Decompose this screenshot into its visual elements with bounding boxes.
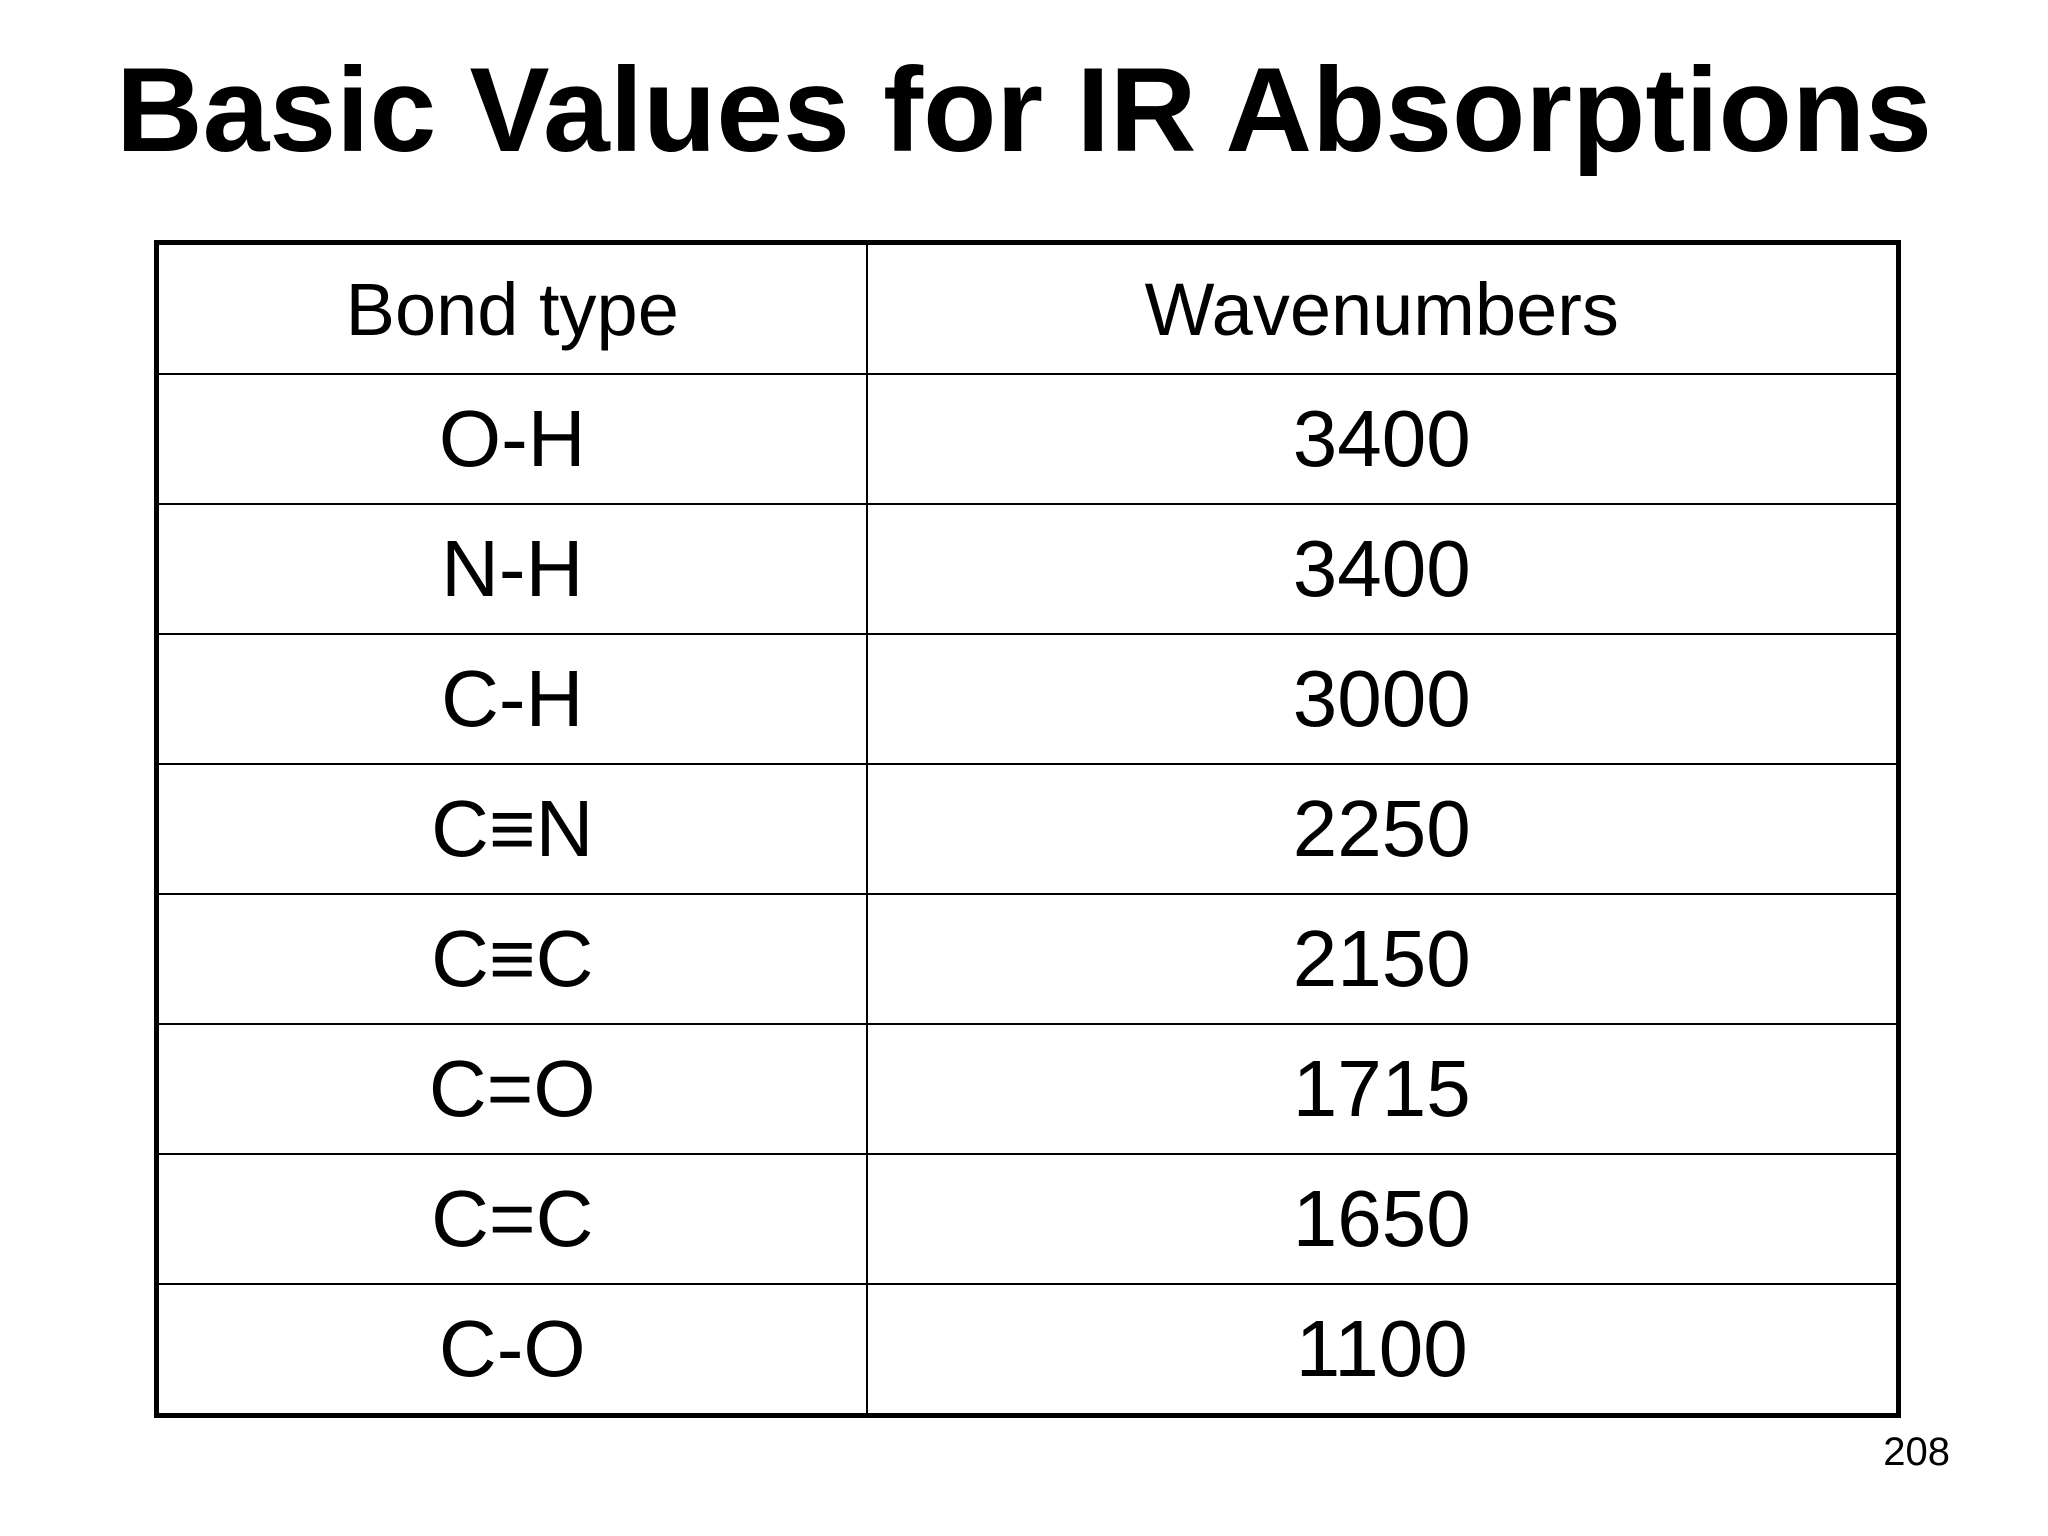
table-row: C-H 3000 bbox=[155, 633, 1900, 765]
wavenumber-cell: 3400 bbox=[865, 503, 1900, 635]
header-bond-type: Bond type bbox=[155, 241, 868, 375]
table-row: C≡N 2250 bbox=[155, 763, 1900, 895]
wavenumber-cell: 2150 bbox=[865, 893, 1900, 1025]
table-header-row: Bond type Wavenumbers bbox=[155, 241, 1900, 375]
table-row: C-O 1100 bbox=[155, 1283, 1900, 1417]
wavenumber-cell: 2250 bbox=[865, 763, 1900, 895]
bond-cell: C≡C bbox=[155, 893, 868, 1025]
table-row: O-H 3400 bbox=[155, 373, 1900, 505]
table-row: C=O 1715 bbox=[155, 1023, 1900, 1155]
bond-cell: O-H bbox=[155, 373, 868, 505]
wavenumber-cell: 1715 bbox=[865, 1023, 1900, 1155]
page-number: 208 bbox=[1883, 1430, 1950, 1474]
bond-cell: C-O bbox=[155, 1283, 868, 1417]
bond-cell: C≡N bbox=[155, 763, 868, 895]
bond-cell: C=O bbox=[155, 1023, 868, 1155]
table-row: C=C 1650 bbox=[155, 1153, 1900, 1285]
bond-cell: C-H bbox=[155, 633, 868, 765]
bond-cell: N-H bbox=[155, 503, 868, 635]
wavenumber-cell: 3400 bbox=[865, 373, 1900, 505]
wavenumber-cell: 1650 bbox=[865, 1153, 1900, 1285]
table-row: C≡C 2150 bbox=[155, 893, 1900, 1025]
header-wavenumbers: Wavenumbers bbox=[865, 241, 1900, 375]
table-row: N-H 3400 bbox=[155, 503, 1900, 635]
bond-cell: C=C bbox=[155, 1153, 868, 1285]
slide-title: Basic Values for IR Absorptions bbox=[116, 43, 1932, 177]
wavenumber-cell: 1100 bbox=[865, 1283, 1900, 1417]
wavenumber-cell: 3000 bbox=[865, 633, 1900, 765]
ir-absorption-table: Bond type Wavenumbers O-H 3400 N-H 3400 … bbox=[154, 240, 1901, 1418]
